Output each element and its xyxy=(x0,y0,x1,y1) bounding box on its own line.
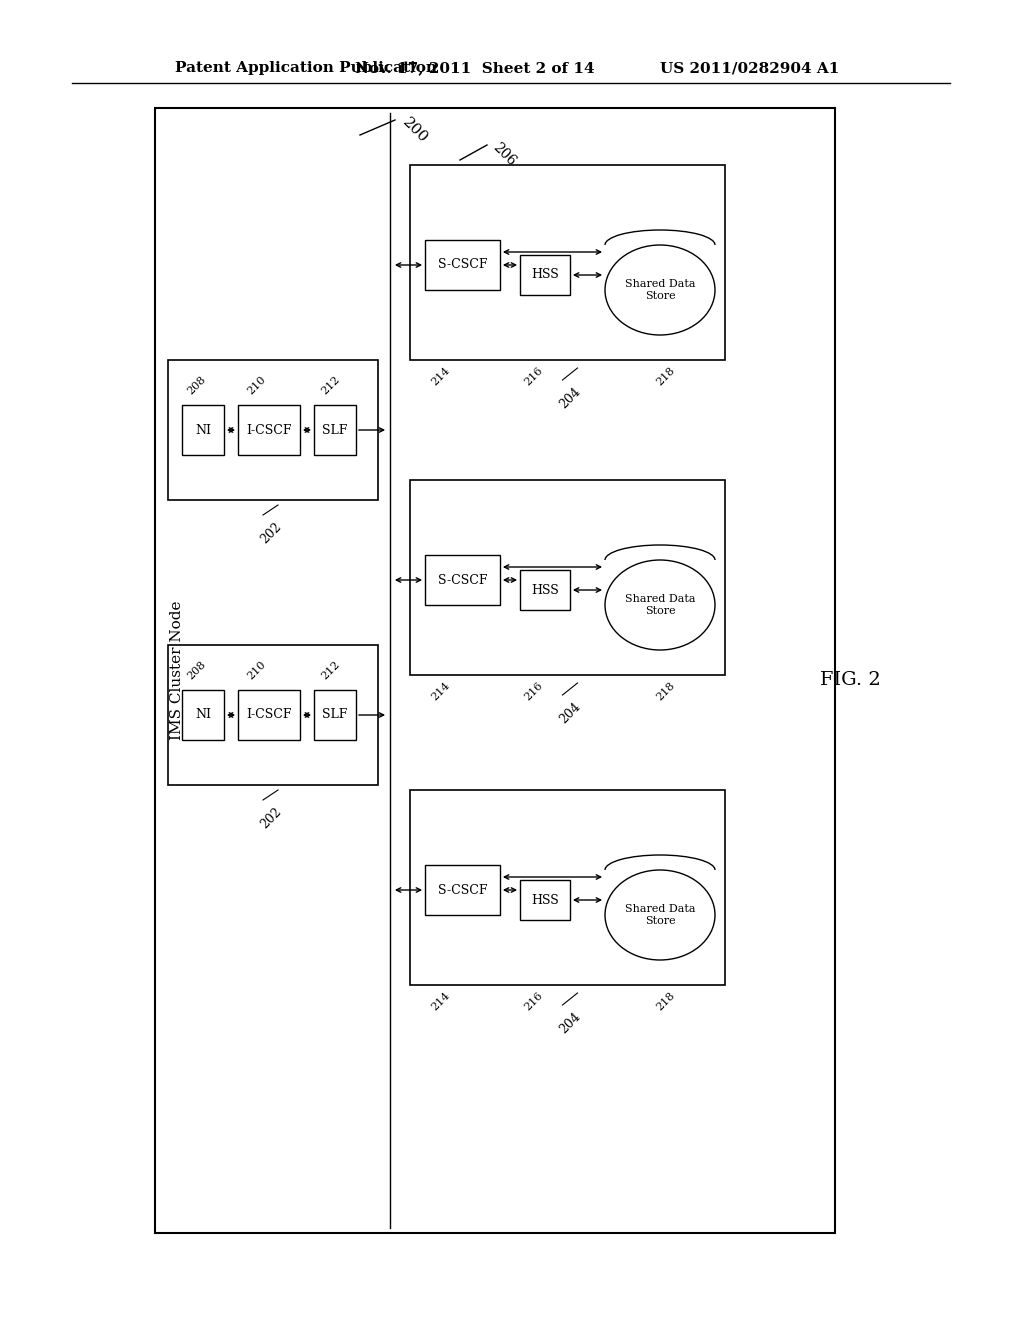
Bar xyxy=(410,165,725,360)
Text: SLF: SLF xyxy=(323,709,348,722)
Text: 204: 204 xyxy=(557,1010,584,1036)
Text: 218: 218 xyxy=(655,680,677,702)
Text: 210: 210 xyxy=(246,659,268,681)
Text: IMS Cluster Node: IMS Cluster Node xyxy=(170,601,184,739)
Bar xyxy=(168,645,378,785)
Text: 214: 214 xyxy=(430,680,453,702)
Ellipse shape xyxy=(605,560,715,649)
Text: 216: 216 xyxy=(523,990,545,1012)
Bar xyxy=(238,405,300,455)
Text: I-CSCF: I-CSCF xyxy=(246,424,292,437)
Text: 208: 208 xyxy=(186,374,208,396)
Text: 206: 206 xyxy=(490,140,518,169)
Text: 204: 204 xyxy=(557,700,584,726)
Text: Shared Data
Store: Shared Data Store xyxy=(625,280,695,301)
Bar xyxy=(314,405,356,455)
Bar xyxy=(520,255,570,294)
Text: NI: NI xyxy=(195,424,211,437)
Text: 216: 216 xyxy=(523,680,545,702)
Bar xyxy=(425,554,500,605)
Text: 214: 214 xyxy=(430,366,453,387)
Text: 218: 218 xyxy=(655,990,677,1012)
Bar xyxy=(425,865,500,915)
Bar xyxy=(155,108,835,1233)
Text: I-CSCF: I-CSCF xyxy=(246,709,292,722)
Bar xyxy=(425,240,500,290)
Text: FIG. 2: FIG. 2 xyxy=(820,671,881,689)
Text: HSS: HSS xyxy=(531,583,559,597)
Text: HSS: HSS xyxy=(531,894,559,907)
Text: S-CSCF: S-CSCF xyxy=(437,573,487,586)
Text: 202: 202 xyxy=(258,520,284,546)
Text: Nov. 17, 2011  Sheet 2 of 14: Nov. 17, 2011 Sheet 2 of 14 xyxy=(355,61,595,75)
Ellipse shape xyxy=(605,870,715,960)
Text: S-CSCF: S-CSCF xyxy=(437,883,487,896)
Text: 210: 210 xyxy=(246,374,268,396)
Text: 204: 204 xyxy=(557,385,584,411)
Bar xyxy=(410,789,725,985)
Text: 212: 212 xyxy=(319,374,342,396)
Text: NI: NI xyxy=(195,709,211,722)
Text: 208: 208 xyxy=(186,659,208,681)
Text: 218: 218 xyxy=(655,366,677,387)
Text: 202: 202 xyxy=(258,805,284,832)
Bar xyxy=(168,360,378,500)
Text: S-CSCF: S-CSCF xyxy=(437,259,487,272)
Bar xyxy=(182,405,224,455)
Text: HSS: HSS xyxy=(531,268,559,281)
Bar xyxy=(314,690,356,741)
Text: 214: 214 xyxy=(430,990,453,1012)
Text: Shared Data
Store: Shared Data Store xyxy=(625,904,695,925)
Bar xyxy=(410,480,725,675)
Text: US 2011/0282904 A1: US 2011/0282904 A1 xyxy=(660,61,840,75)
Ellipse shape xyxy=(605,246,715,335)
Text: 216: 216 xyxy=(523,366,545,387)
Text: 200: 200 xyxy=(400,115,430,145)
Text: Patent Application Publication: Patent Application Publication xyxy=(175,61,437,75)
Bar xyxy=(520,880,570,920)
Text: 212: 212 xyxy=(319,659,342,681)
Bar xyxy=(182,690,224,741)
Bar xyxy=(520,570,570,610)
Text: Shared Data
Store: Shared Data Store xyxy=(625,594,695,616)
Bar xyxy=(238,690,300,741)
Text: SLF: SLF xyxy=(323,424,348,437)
